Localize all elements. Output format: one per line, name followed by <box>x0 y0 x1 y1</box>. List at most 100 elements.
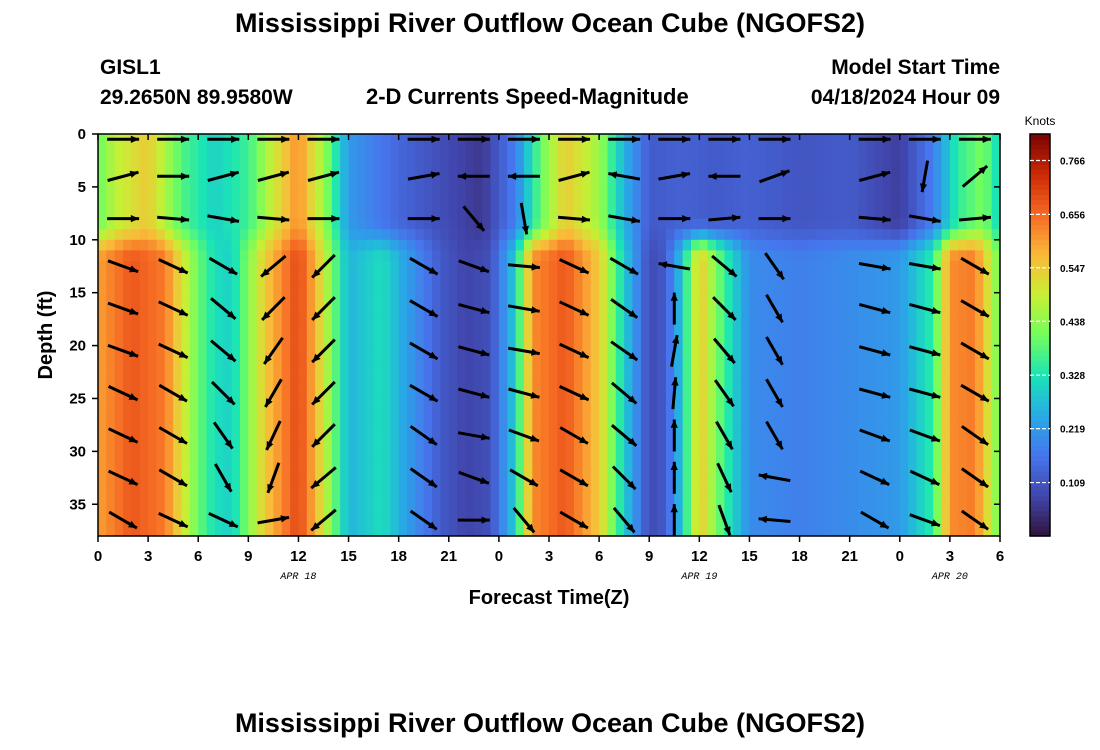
heatmap-cell <box>398 430 408 442</box>
heatmap-cell <box>523 461 533 474</box>
heatmap-cell <box>231 451 241 463</box>
heatmap-cell <box>832 208 842 220</box>
current-arrow <box>407 215 440 223</box>
heatmap-cell <box>908 514 918 527</box>
heatmap-cell <box>540 514 550 527</box>
heatmap-cell <box>724 472 734 484</box>
heatmap-cell <box>832 461 842 474</box>
heatmap-cell <box>356 176 366 188</box>
heatmap-cell <box>549 208 558 220</box>
heatmap-cell <box>156 345 166 357</box>
heatmap-cell <box>858 324 867 336</box>
heatmap-cell <box>649 493 659 505</box>
heatmap-cell <box>665 303 675 315</box>
heatmap-cell <box>949 419 959 431</box>
heatmap-cell <box>231 461 241 474</box>
heatmap-cell <box>281 419 291 431</box>
heatmap-cell <box>649 282 659 294</box>
heatmap-cell <box>632 155 642 167</box>
heatmap-cell <box>206 155 216 167</box>
heatmap-cell <box>214 313 224 326</box>
heatmap-cell <box>974 493 984 505</box>
heatmap-cell <box>148 440 158 452</box>
heatmap-cell <box>649 292 659 304</box>
heatmap-cell <box>532 493 542 505</box>
heatmap-cell <box>98 165 107 177</box>
heatmap-cell <box>699 419 709 431</box>
current-arrow <box>558 342 590 359</box>
current-arrow <box>670 461 678 494</box>
heatmap-cell <box>549 271 558 283</box>
heatmap-cell <box>649 271 659 283</box>
heatmap-cell <box>482 176 492 188</box>
heatmap-cell <box>574 419 584 431</box>
heatmap-cell <box>949 451 959 463</box>
arrow-head <box>725 397 734 407</box>
heatmap-cell <box>373 134 383 146</box>
heatmap-cell <box>690 239 700 251</box>
heatmap-cell <box>231 387 241 400</box>
heatmap-cell <box>381 409 391 421</box>
heatmap-cell <box>891 165 901 177</box>
heatmap-cell <box>173 514 183 527</box>
heatmap-cell <box>974 260 984 273</box>
heatmap-cell <box>949 229 959 241</box>
heatmap-cell <box>507 271 517 283</box>
heatmap-cell <box>290 398 300 410</box>
heatmap-cell <box>198 134 208 146</box>
heatmap-cell <box>523 165 533 177</box>
heatmap-cell <box>983 419 993 431</box>
heatmap-cell <box>398 472 408 484</box>
heatmap-cell <box>98 345 107 357</box>
heatmap-cell <box>665 208 675 220</box>
heatmap-cell <box>390 165 400 177</box>
heatmap-cell <box>523 409 533 421</box>
heatmap-cell <box>323 229 333 241</box>
heatmap-cell <box>832 472 842 484</box>
current-arrow <box>158 383 188 403</box>
heatmap-cell <box>716 356 725 368</box>
heatmap-cell <box>173 229 183 241</box>
heatmap-cell <box>348 218 358 230</box>
heatmap-cell <box>549 229 558 241</box>
arrow-head <box>430 171 440 179</box>
heatmap-cell <box>532 144 542 156</box>
heatmap-cell <box>665 461 675 474</box>
heatmap-cell <box>574 324 584 336</box>
heatmap-cell <box>807 387 817 400</box>
heatmap-cell <box>649 260 659 273</box>
heatmap-cell <box>724 176 734 188</box>
heatmap-cell <box>139 440 149 452</box>
heatmap-cell <box>440 218 450 230</box>
heatmap-cell <box>766 419 776 431</box>
heatmap-cell <box>599 398 609 410</box>
arrow-head <box>627 480 636 490</box>
heatmap-cell <box>941 356 951 368</box>
heatmap-cell <box>665 430 675 442</box>
heatmap-cell <box>699 366 709 378</box>
heatmap-cell <box>791 303 801 315</box>
heatmap-cell <box>181 514 191 527</box>
heatmap-cell <box>423 324 433 336</box>
heatmap-cell <box>423 525 433 536</box>
heatmap-cell <box>624 186 634 199</box>
heatmap-cell <box>98 398 107 410</box>
heatmap-cell <box>407 451 416 463</box>
heatmap-cell <box>381 525 391 536</box>
model-start-label: Model Start Time <box>831 56 1000 79</box>
heatmap-cell <box>373 144 383 156</box>
heatmap-cell <box>799 419 809 431</box>
heatmap-cell <box>716 313 725 326</box>
heatmap-cell <box>716 239 725 251</box>
heatmap-cell <box>724 165 734 177</box>
heatmap-cell <box>832 335 842 347</box>
heatmap-cell <box>448 229 458 241</box>
heatmap-cell <box>766 504 776 516</box>
heatmap-cell <box>766 345 776 357</box>
heatmap-cell <box>791 409 801 421</box>
heatmap-cell <box>390 250 400 262</box>
heatmap-cell <box>766 144 776 156</box>
heatmap-cell <box>448 186 458 199</box>
heatmap-cell <box>273 239 283 251</box>
heatmap-cell <box>298 324 308 336</box>
